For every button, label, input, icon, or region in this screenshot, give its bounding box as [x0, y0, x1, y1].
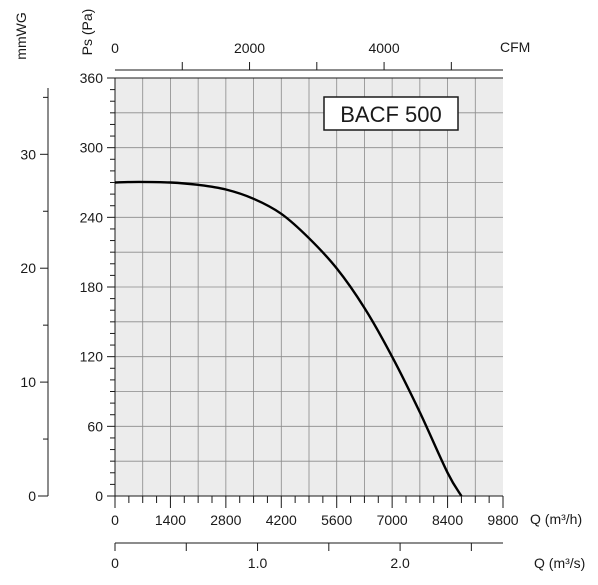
x-axis-label-q-m3h: Q (m³/h) [530, 511, 582, 527]
y-tick-label-ps: 240 [80, 209, 104, 225]
x-tick-label-cfm: 0 [111, 40, 119, 56]
y-tick-label-ps: 360 [80, 70, 104, 86]
y-tick-label-ps: 300 [80, 140, 104, 156]
grid [115, 78, 503, 496]
y-tick-label-ps: 120 [80, 349, 104, 365]
minor-ticks [43, 89, 490, 503]
x-tick-label-q-m3h: 0 [111, 512, 119, 528]
x-tick-label-cfm: 2000 [234, 40, 265, 56]
y-axis-label-ps: Ps (Pa) [79, 9, 95, 56]
x-tick-label-cfm: 4000 [368, 40, 399, 56]
x-tick-label-q-m3h: 4200 [266, 512, 297, 528]
x-tick-label-q-m3h: 5600 [321, 512, 352, 528]
x-tick-label-q-m3h: 1400 [155, 512, 186, 528]
y-tick-label-ps: 0 [95, 488, 103, 504]
y-axis-label-mmwg: mmWG [13, 12, 29, 59]
y-tick-label-ps: 60 [87, 418, 103, 434]
x-tick-label-q-m3h: 8400 [432, 512, 463, 528]
x-tick-label-q-m3h: 7000 [377, 512, 408, 528]
x-tick-label-q-m3s: 0 [111, 555, 119, 571]
y-tick-label-mmwg: 30 [20, 146, 36, 162]
chart-title: BACF 500 [340, 102, 442, 127]
y-tick-label-mmwg: 10 [20, 374, 36, 390]
x-tick-label-q-m3h: 9800 [487, 512, 518, 528]
y-tick-label-mmwg: 0 [28, 488, 36, 504]
y-tick-label-mmwg: 20 [20, 260, 36, 276]
x-tick-label-q-m3s: 1.0 [248, 555, 268, 571]
x-tick-label-q-m3h: 2800 [210, 512, 241, 528]
x-axis-label-q-m3s: Q (m³/s) [534, 555, 585, 571]
x-tick-label-q-m3s: 2.0 [390, 555, 410, 571]
x-axis-label-cfm: CFM [500, 39, 530, 55]
fan-curve-series [114, 180, 463, 497]
title-box [323, 96, 459, 131]
y-tick-label-ps: 180 [80, 279, 104, 295]
